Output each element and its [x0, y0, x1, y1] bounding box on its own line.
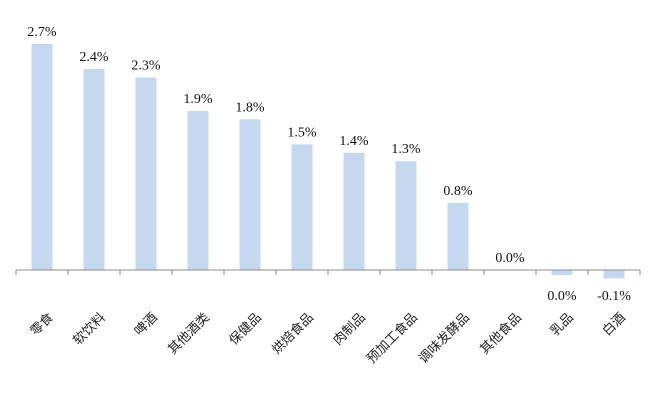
category-label-10: 乳品	[548, 310, 577, 339]
bar-7	[395, 161, 417, 270]
x-axis	[15, 269, 641, 275]
category-label-11: 白酒	[599, 310, 629, 340]
bar-3	[187, 111, 209, 270]
category-label-0: 零食	[27, 310, 57, 340]
value-label-0: 2.7%	[27, 25, 57, 40]
category-label-8: 调味发酵品	[416, 310, 473, 367]
value-label-9: 0.0%	[495, 251, 525, 266]
category-label-9: 其他食品	[477, 310, 525, 358]
bar-1	[83, 69, 105, 270]
value-label-8: 0.8%	[443, 184, 473, 199]
category-label-1: 软饮料	[71, 310, 109, 348]
bar-5	[291, 144, 313, 270]
bar-2	[135, 77, 157, 270]
bar-0	[31, 44, 53, 270]
category-label-4: 保健品	[227, 310, 265, 348]
bar-10	[551, 270, 573, 275]
value-label-10: 0.0%	[547, 289, 577, 304]
value-label-11: -0.1%	[597, 289, 631, 304]
category-label-3: 其他酒类	[165, 310, 212, 357]
category-label-2: 啤酒	[132, 310, 161, 339]
category-label-7: 预加工食品	[364, 310, 421, 367]
bar-11	[603, 270, 625, 279]
value-label-6: 1.4%	[339, 134, 369, 149]
value-label-7: 1.3%	[391, 142, 421, 157]
bars-group	[31, 44, 625, 279]
value-label-2: 2.3%	[131, 59, 161, 74]
value-label-4: 1.8%	[235, 100, 265, 115]
value-label-3: 1.9%	[183, 92, 213, 107]
value-label-5: 1.5%	[287, 125, 317, 140]
bar-4	[239, 119, 261, 270]
value-labels-group: 2.7% 2.4% 2.3% 1.9% 1.8% 1.5% 1.4% 1.3% 0.8% 0.0%…	[27, 25, 631, 304]
category-label-6: 肉制品	[331, 310, 369, 348]
category-label-5: 烘焙食品	[269, 310, 317, 358]
bar-6	[343, 152, 365, 270]
value-label-1: 2.4%	[79, 50, 109, 65]
bar-8	[447, 203, 469, 270]
